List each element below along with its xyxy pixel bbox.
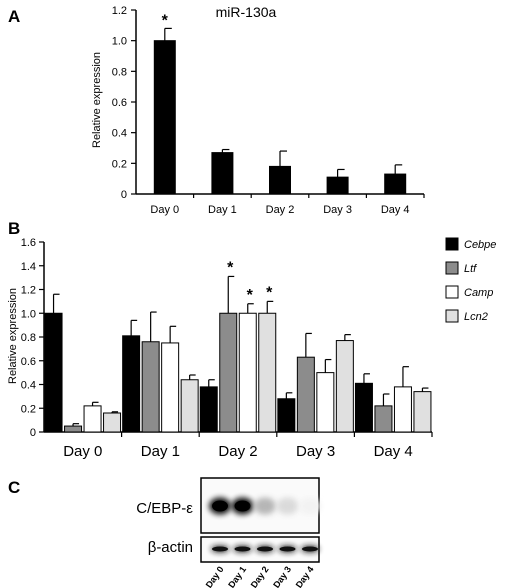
blot-label-actin: β-actin bbox=[148, 539, 193, 556]
panel-b-letter: B bbox=[8, 219, 20, 238]
panel-a-x-tick-label: Day 0 bbox=[150, 204, 179, 216]
panel-b-bar-lcn2 bbox=[335, 340, 354, 433]
panel-b-y-tick-label: 1.0 bbox=[21, 308, 36, 320]
blot-lane-label: Day 0 bbox=[204, 564, 226, 588]
panel-b-bar-ltf bbox=[219, 312, 238, 433]
panel-b-bar-lcn2 bbox=[413, 391, 432, 433]
blot-lane-label: Day 1 bbox=[226, 564, 248, 588]
panel-a-bar bbox=[211, 152, 234, 195]
panel-a-bars: * bbox=[153, 12, 407, 195]
blot-band-core bbox=[212, 500, 228, 512]
blot-band-core bbox=[234, 500, 251, 512]
panel-a-y-tick-label: 1.0 bbox=[112, 36, 127, 48]
panel-b-bar-camp bbox=[393, 386, 412, 433]
panel-b-y-tick-label: 0.4 bbox=[21, 380, 36, 392]
blot-band-core bbox=[212, 546, 228, 552]
panel-b-y-tick-label: 0 bbox=[30, 427, 36, 439]
panel-a-bar bbox=[326, 176, 349, 195]
panel-a-x-tick-label: Day 3 bbox=[323, 204, 352, 216]
panel-a-y-label: Relative expression bbox=[91, 52, 103, 148]
panel-b-y-tick-label: 1.4 bbox=[21, 261, 36, 273]
blot-band bbox=[276, 497, 299, 515]
blot-lane-label: Day 4 bbox=[294, 564, 316, 588]
panel-c-western-blot: C C/EBP-ε β-actin Day 0 Day 1 Day 2 Day 3 Da… bbox=[8, 477, 321, 588]
legend-label-lcn2: Lcn2 bbox=[464, 311, 488, 323]
panel-b-bar-camp bbox=[161, 342, 180, 433]
panel-b-bars: * * * bbox=[44, 259, 432, 433]
panel-a-bar bbox=[269, 165, 291, 195]
panel-b-y-tick-label: 0.6 bbox=[21, 356, 36, 368]
panel-a-bar bbox=[153, 40, 176, 195]
panel-b-significance-star: * bbox=[247, 287, 254, 304]
panel-b-x-tick-label: Day 3 bbox=[296, 443, 335, 460]
legend-swatch-ltf bbox=[445, 261, 459, 275]
blot-lane-label: Day 2 bbox=[249, 564, 271, 588]
panel-b-y-tick-label: 0.8 bbox=[21, 332, 36, 344]
blot-band-core bbox=[234, 546, 251, 552]
panel-b-significance-star: * bbox=[266, 284, 273, 301]
legend-swatch-cebpe bbox=[445, 237, 459, 251]
panel-a-y-tick-label: 0.4 bbox=[112, 128, 127, 140]
blot-lane-label: Day 3 bbox=[271, 564, 293, 588]
panel-b-bar-cebpe bbox=[199, 386, 218, 433]
panel-b-x-tick-label: Day 0 bbox=[63, 443, 102, 460]
panel-b-y-tick-label: 1.2 bbox=[21, 285, 36, 297]
panel-b-bar-camp bbox=[316, 372, 335, 433]
panel-a-x-tick-label: Day 2 bbox=[266, 204, 295, 216]
blot-label-cebpe: C/EBP-ε bbox=[136, 500, 193, 517]
panel-b-bar-cebpe bbox=[354, 382, 373, 433]
panel-a-y-tick-label: 0.6 bbox=[112, 97, 127, 109]
blot-band bbox=[254, 497, 276, 515]
panel-a-y-tick-label: 0.8 bbox=[112, 66, 127, 78]
blot-lane-labels: Day 0 Day 1 Day 2 Day 3 Day 4 bbox=[204, 564, 316, 588]
panel-b-chart: B Relative expression 0 0.2 0.4 0.6 0.8 1.0 1.… bbox=[7, 219, 496, 460]
panel-b-bar-camp bbox=[83, 405, 102, 433]
panel-c-letter: C bbox=[8, 478, 20, 497]
blot-band-core bbox=[279, 546, 296, 552]
panel-a-y-tick-label: 0 bbox=[121, 189, 127, 201]
panel-b-x-tick-label: Day 4 bbox=[374, 443, 413, 460]
panel-a-y-tick-label: 1.2 bbox=[112, 5, 127, 17]
panel-b-bar-cebpe bbox=[277, 398, 296, 433]
panel-b-bar-ltf bbox=[141, 341, 160, 433]
panel-b-bar-camp bbox=[238, 312, 257, 433]
panel-b-y-label: Relative expression bbox=[7, 288, 19, 384]
panel-b-bar-lcn2 bbox=[103, 412, 122, 433]
panel-b-bar-cebpe bbox=[44, 312, 63, 433]
panel-a-y-tick-label: 0.2 bbox=[112, 158, 127, 170]
panel-a-axes: 0 0.2 0.4 0.6 0.8 1.0 1.2 Day 0 Day 1 Day 2 Day 3 D… bbox=[112, 5, 425, 216]
legend-label-cebpe: Cebpe bbox=[464, 239, 496, 251]
panel-a-x-tick-label: Day 4 bbox=[381, 204, 410, 216]
panel-a-significance-star: * bbox=[162, 12, 169, 29]
panel-b-bar-ltf bbox=[374, 405, 393, 433]
panel-b-legend: Cebpe Ltf Camp Lcn2 bbox=[445, 237, 496, 323]
panel-b-bar-lcn2 bbox=[258, 312, 277, 433]
legend-swatch-lcn2 bbox=[445, 309, 459, 323]
panel-b-y-tick-label: 1.6 bbox=[21, 237, 36, 249]
legend-swatch-camp bbox=[445, 285, 459, 299]
blot-band bbox=[299, 497, 321, 515]
blot-band-core bbox=[302, 546, 318, 552]
panel-b-bar-cebpe bbox=[122, 335, 141, 433]
panel-a-letter: A bbox=[8, 7, 20, 26]
blot-band-core bbox=[257, 546, 273, 552]
panel-a-title: miR-130a bbox=[216, 4, 277, 20]
legend-label-camp: Camp bbox=[464, 287, 493, 299]
panel-b-bar-ltf bbox=[64, 425, 83, 433]
panel-b-bar-ltf bbox=[296, 356, 315, 433]
panel-a-chart: A miR-130a Relative expression 0 0.2 0.4 0.… bbox=[8, 4, 425, 216]
panel-b-y-tick-label: 0.2 bbox=[21, 403, 36, 415]
panel-a-bar bbox=[384, 173, 407, 195]
panel-b-bar-lcn2 bbox=[180, 379, 199, 433]
panel-b-x-tick-label: Day 1 bbox=[141, 443, 180, 460]
panel-a-x-tick-label: Day 1 bbox=[208, 204, 237, 216]
blot-bands bbox=[209, 497, 321, 553]
panel-b-significance-star: * bbox=[227, 259, 234, 276]
legend-label-ltf: Ltf bbox=[464, 263, 477, 275]
panel-b-x-tick-label: Day 2 bbox=[218, 443, 257, 460]
